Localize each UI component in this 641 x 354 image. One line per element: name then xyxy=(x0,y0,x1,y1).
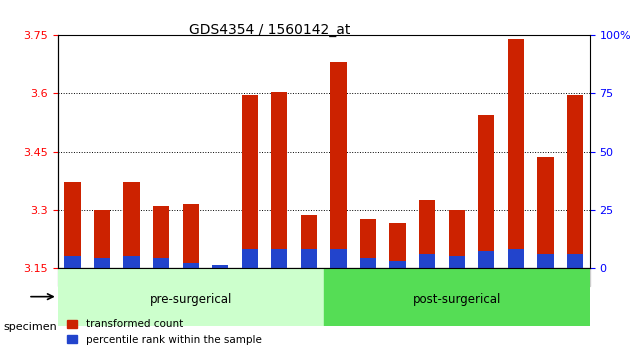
Bar xyxy=(124,256,140,268)
Bar xyxy=(94,210,110,268)
Bar xyxy=(301,249,317,268)
Bar xyxy=(271,249,288,268)
Bar xyxy=(153,258,169,268)
Bar xyxy=(449,256,465,268)
Bar xyxy=(64,182,81,268)
Bar xyxy=(242,95,258,268)
Bar xyxy=(212,265,228,268)
Bar xyxy=(301,215,317,268)
Bar xyxy=(330,63,347,268)
Bar xyxy=(390,261,406,268)
Bar xyxy=(330,249,347,268)
Bar xyxy=(419,200,435,268)
Bar xyxy=(360,258,376,268)
Bar xyxy=(271,92,288,268)
Bar xyxy=(537,157,554,268)
Bar xyxy=(478,251,494,268)
Text: specimen: specimen xyxy=(3,322,57,332)
Text: GDS4354 / 1560142_at: GDS4354 / 1560142_at xyxy=(188,23,350,37)
Bar xyxy=(58,268,324,326)
Bar xyxy=(567,254,583,268)
Bar xyxy=(390,223,406,268)
Bar xyxy=(183,204,199,268)
Bar xyxy=(508,249,524,268)
Bar xyxy=(212,266,228,268)
Bar xyxy=(419,254,435,268)
Legend: transformed count, percentile rank within the sample: transformed count, percentile rank withi… xyxy=(63,315,266,349)
Bar xyxy=(567,95,583,268)
Bar xyxy=(242,249,258,268)
Bar xyxy=(537,254,554,268)
Bar xyxy=(508,39,524,268)
Bar xyxy=(58,268,590,286)
Text: post-surgerical: post-surgerical xyxy=(413,293,501,306)
Bar xyxy=(94,258,110,268)
Text: pre-surgerical: pre-surgerical xyxy=(149,293,232,306)
Bar xyxy=(124,182,140,268)
Bar xyxy=(324,268,590,326)
Bar xyxy=(64,256,81,268)
Bar xyxy=(360,219,376,268)
Bar xyxy=(183,263,199,268)
Bar xyxy=(449,210,465,268)
Bar xyxy=(153,206,169,268)
Bar xyxy=(478,115,494,268)
